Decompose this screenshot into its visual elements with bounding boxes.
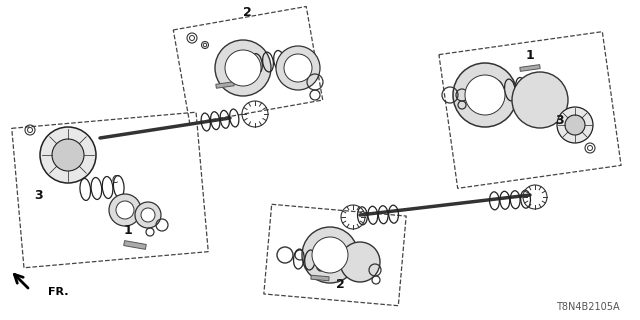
Text: 1: 1 — [525, 49, 534, 61]
Circle shape — [40, 127, 96, 183]
Circle shape — [312, 237, 348, 273]
Text: FR.: FR. — [48, 287, 68, 297]
Polygon shape — [124, 241, 147, 249]
Circle shape — [302, 227, 358, 283]
Circle shape — [276, 46, 320, 90]
Circle shape — [465, 75, 505, 115]
Circle shape — [225, 50, 261, 86]
Text: C: C — [111, 175, 118, 185]
Text: T8N4B2105A: T8N4B2105A — [556, 302, 620, 312]
Circle shape — [557, 107, 593, 143]
Text: 1: 1 — [124, 223, 132, 236]
Polygon shape — [311, 275, 329, 281]
Circle shape — [116, 201, 134, 219]
Circle shape — [512, 72, 568, 128]
Circle shape — [453, 63, 517, 127]
Circle shape — [52, 139, 84, 171]
Circle shape — [340, 242, 380, 282]
Circle shape — [109, 194, 141, 226]
Text: 3: 3 — [556, 114, 564, 126]
Circle shape — [565, 115, 585, 135]
Text: 2: 2 — [335, 278, 344, 292]
Circle shape — [284, 54, 312, 82]
Circle shape — [141, 208, 155, 222]
Text: 2: 2 — [243, 5, 252, 19]
Circle shape — [135, 202, 161, 228]
Polygon shape — [216, 82, 234, 88]
Polygon shape — [520, 65, 540, 71]
Circle shape — [215, 40, 271, 96]
Text: 3: 3 — [34, 188, 42, 202]
